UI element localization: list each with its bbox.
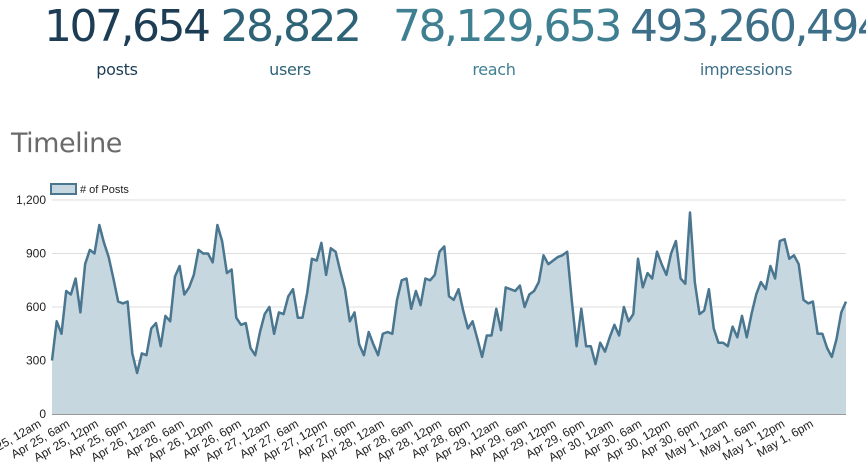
legend-label: # of Posts bbox=[80, 184, 129, 196]
y-tick-label: 600 bbox=[26, 300, 46, 314]
posts-area bbox=[52, 212, 846, 414]
stats-row: 107,654 posts 28,822 users 78,129,653 re… bbox=[0, 0, 866, 100]
stat-users: 28,822 users bbox=[220, 0, 362, 79]
y-tick-label: 300 bbox=[26, 354, 46, 368]
y-tick-label: 900 bbox=[26, 247, 46, 261]
legend: # of Posts bbox=[50, 183, 129, 196]
stat-value: 78,129,653 bbox=[393, 1, 622, 52]
posts-line bbox=[50, 211, 848, 375]
legend-swatch bbox=[50, 183, 77, 195]
section-title: Timeline bbox=[11, 128, 122, 159]
y-axis-ticks: 0 300 600 900 1,200 bbox=[16, 193, 46, 421]
stat-label: reach bbox=[472, 60, 516, 79]
y-tick-label: 1,200 bbox=[16, 193, 46, 207]
stat-value: 107,654 bbox=[44, 1, 211, 52]
stat-value: 493,260,494 bbox=[630, 1, 866, 52]
stat-value: 28,822 bbox=[220, 1, 362, 52]
stat-reach: 78,129,653 reach bbox=[393, 0, 622, 79]
stat-label: users bbox=[269, 60, 311, 79]
stat-label: impressions bbox=[699, 60, 793, 79]
y-tick-label: 0 bbox=[39, 407, 46, 421]
stat-label: posts bbox=[96, 60, 138, 79]
stat-impressions: 493,260,494 impressions bbox=[630, 0, 866, 79]
stat-posts: 107,654 posts bbox=[44, 0, 211, 79]
